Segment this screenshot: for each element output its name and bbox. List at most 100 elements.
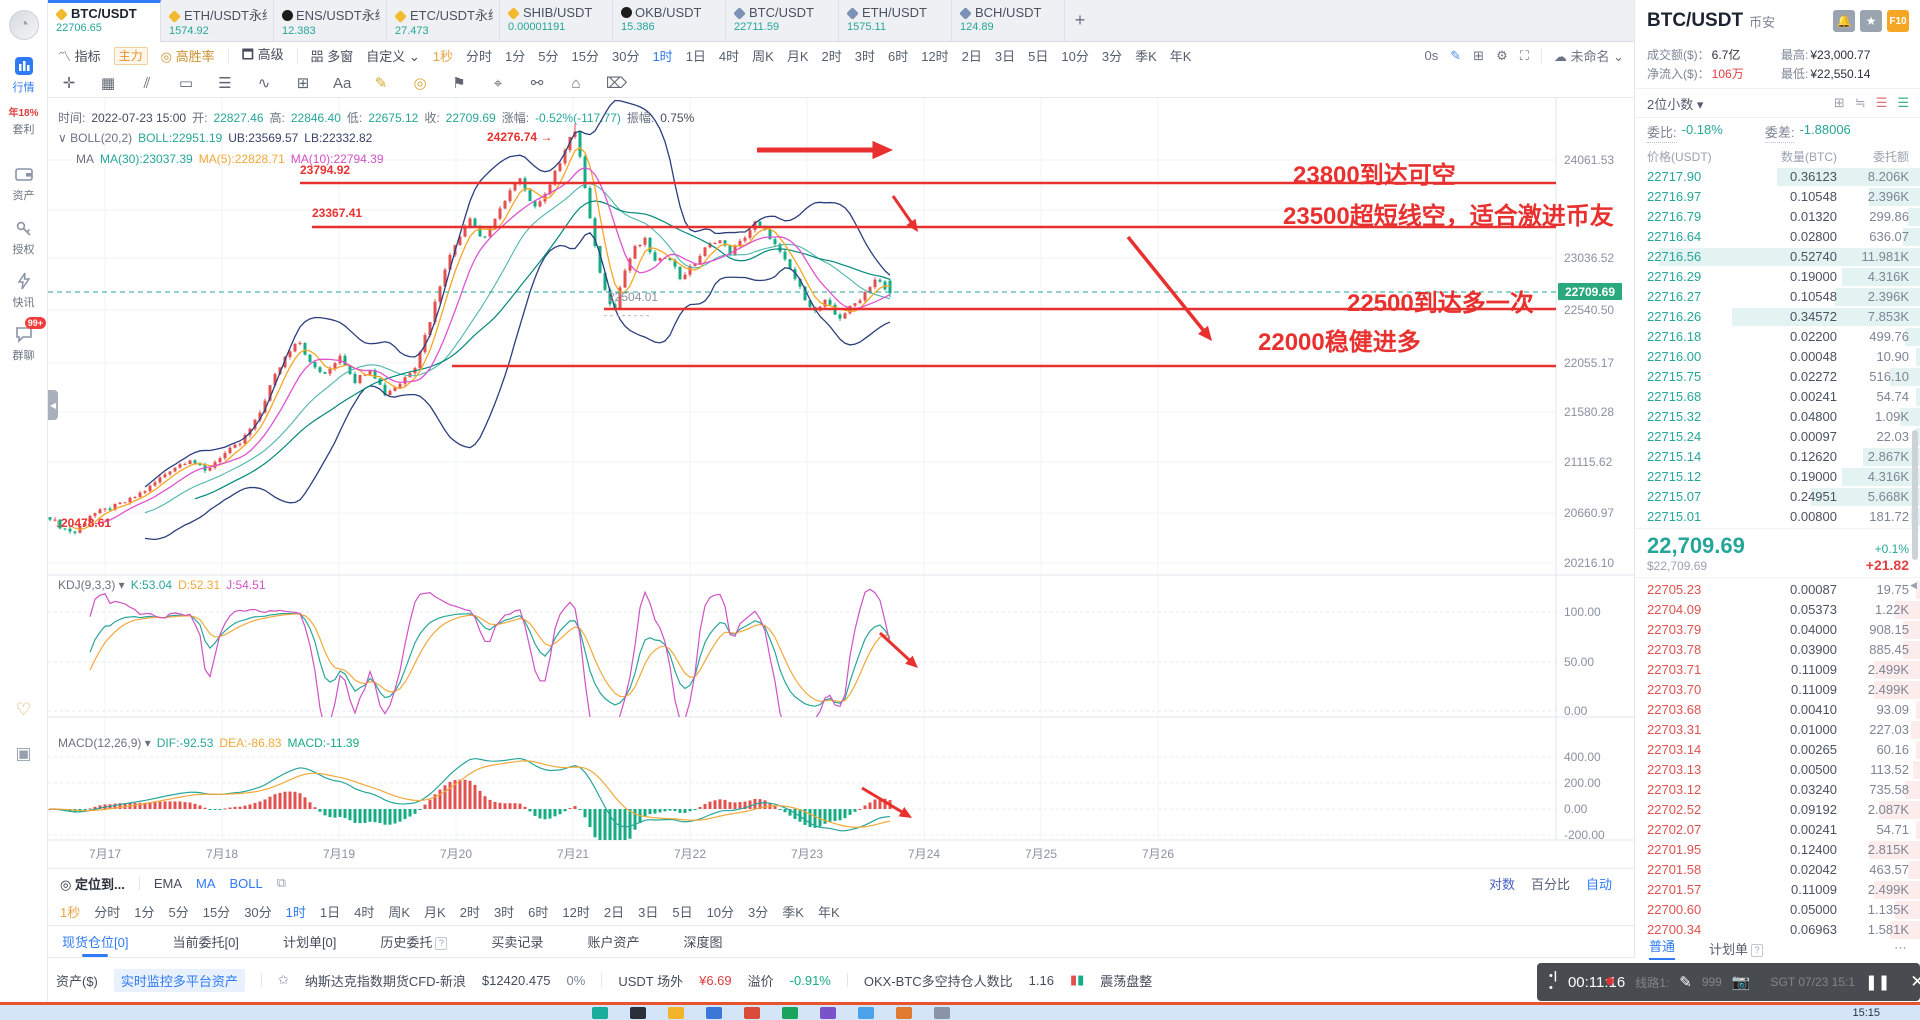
fullscreen-icon[interactable]: ⛶	[1519, 47, 1529, 63]
okx-ratio-name[interactable]: OKX-BTC多空持仓人数比	[863, 973, 1013, 989]
timeframe-分时[interactable]: 分时	[94, 904, 121, 920]
add-panel-icon[interactable]: ⊞	[1473, 47, 1485, 63]
taskbar-app-icon[interactable]	[706, 1007, 722, 1019]
draw-tool-icon[interactable]: ◎	[413, 75, 427, 92]
timeframe-1时[interactable]: 1时	[285, 904, 306, 920]
symbol-tab-ens-usdt-[interactable]: ENS/USDT永续 12.383	[274, 0, 387, 42]
symbol-tab-okb-usdt[interactable]: OKB/USDT 15.386	[613, 0, 726, 42]
timeframe-年K[interactable]: 年K	[1169, 49, 1192, 64]
timeframe-1日[interactable]: 1日	[685, 49, 706, 64]
draw-tool-icon[interactable]: ☰	[218, 75, 232, 92]
cloud-preset-dropdown[interactable]: ☁ 未命名 ⌄	[1553, 49, 1624, 64]
custom-dropdown[interactable]: 自定义 ⌄	[366, 49, 420, 64]
taskbar-app-icon[interactable]	[896, 1007, 912, 1019]
pause-icon[interactable]: ❚❚	[1865, 974, 1891, 991]
ask-row[interactable]: 22715.68 0.00241 54.74	[1635, 387, 1920, 407]
ask-row[interactable]: 22716.56 0.52740 11.981K	[1635, 247, 1920, 267]
bid-row[interactable]: 22703.14 0.00265 60.16	[1635, 740, 1920, 760]
draw-tool-icon[interactable]: Aa	[333, 74, 352, 92]
bottom-tab[interactable]: 账户资产	[587, 935, 640, 950]
bottom-tab[interactable]: 历史委托?	[380, 926, 448, 957]
bid-row[interactable]: 22701.58 0.02042 463.57	[1635, 860, 1920, 880]
taskbar-app-icon[interactable]	[782, 1007, 798, 1019]
bottom-tab[interactable]: 当前委托[0]	[172, 935, 239, 950]
edit-icon[interactable]: ✎	[1450, 47, 1462, 63]
ask-row[interactable]: 22715.24 0.00097 22.03	[1635, 427, 1920, 447]
alert-bell-icon[interactable]: 🔔	[1833, 10, 1855, 32]
locate-button[interactable]: ◎ 定位到...	[60, 876, 125, 892]
ask-row[interactable]: 22716.29 0.19000 4.316K	[1635, 267, 1920, 287]
timeframe-2时[interactable]: 2时	[821, 49, 842, 64]
bid-row[interactable]: 22705.23 0.00087 19.75	[1635, 580, 1920, 600]
bid-row[interactable]: 22702.52 0.09192 2.087K	[1635, 800, 1920, 820]
bid-row[interactable]: 22700.60 0.05000 1.135K	[1635, 900, 1920, 920]
depth-add-icon[interactable]: ⊞	[1833, 95, 1845, 110]
panel-tab-计划单[interactable]: 计划单?	[1709, 939, 1764, 958]
overlay-ma[interactable]: MA	[195, 875, 216, 891]
bid-row[interactable]: 22703.12 0.03240 735.58	[1635, 780, 1920, 800]
main-force-chip[interactable]: 主力	[113, 46, 148, 65]
symbol-tab-eth-usdt-[interactable]: ETH/USDT永续 1574.92	[161, 0, 274, 42]
bottom-tab[interactable]: 买卖记录	[491, 935, 544, 950]
advanced-button[interactable]: 🗖 高级	[241, 46, 284, 62]
draw-tool-icon[interactable]: ⚑	[452, 75, 466, 92]
ask-row[interactable]: 22716.27 0.10548 2.396K	[1635, 287, 1920, 307]
draw-tool-icon[interactable]: ⫽	[143, 74, 151, 92]
scale-option[interactable]: 对数	[1488, 876, 1515, 892]
scale-option[interactable]: 自动	[1585, 876, 1612, 892]
ask-row[interactable]: 22715.01 0.00800 181.72	[1635, 507, 1920, 527]
draw-tool-icon[interactable]: ✎	[374, 75, 388, 92]
app-logo-icon[interactable]: ◔	[9, 10, 39, 40]
bid-row[interactable]: 22703.31 0.01000 227.03	[1635, 720, 1920, 740]
timeframe-年K[interactable]: 年K	[817, 904, 840, 920]
timeframe-3时[interactable]: 3时	[493, 904, 515, 920]
timeframe-2时[interactable]: 2时	[459, 904, 480, 920]
ask-row[interactable]: 22716.00 0.00048 10.90	[1635, 347, 1920, 367]
timeframe-1秒[interactable]: 1秒	[432, 49, 454, 64]
symbol-tab-shib-usdt[interactable]: SHIB/USDT 0.00001191	[500, 0, 613, 42]
taskbar-app-icon[interactable]	[820, 1007, 836, 1019]
timeframe-5日[interactable]: 5日	[672, 904, 693, 920]
timeframe-1日[interactable]: 1日	[319, 904, 341, 920]
timeframe-5分[interactable]: 5分	[538, 49, 559, 64]
ask-row[interactable]: 22715.12 0.19000 4.316K	[1635, 467, 1920, 487]
timeframe-1时[interactable]: 1时	[652, 49, 673, 64]
scale-option[interactable]: 百分比	[1530, 876, 1570, 892]
timeframe-6时[interactable]: 6时	[528, 904, 549, 920]
nasdaq-name[interactable]: 纳斯达克指数期货CFD-新浪	[304, 973, 466, 989]
timeframe-4时[interactable]: 4时	[354, 904, 375, 920]
precision-dropdown[interactable]: 2位小数 ▾	[1647, 96, 1704, 112]
favorite-star-icon[interactable]: ★	[1860, 10, 1882, 32]
symbol-tab-bch-usdt[interactable]: BCH/USDT 124.89	[952, 0, 1065, 42]
scroll-left-handle[interactable]: ◀	[48, 390, 58, 420]
annotate-pencil-icon[interactable]: ✎	[1679, 974, 1692, 991]
timeframe-3日[interactable]: 3日	[638, 904, 659, 920]
timeframe-5分[interactable]: 5分	[168, 904, 189, 920]
draw-tool-icon[interactable]: ⌦	[606, 75, 628, 92]
timeframe-12时[interactable]: 12时	[921, 49, 949, 64]
draw-tool-icon[interactable]: ∿	[257, 75, 271, 92]
sidebar-item-groupchat[interactable]: 群聊 99+	[0, 317, 47, 363]
symbol-tab-btc-usdt[interactable]: BTC/USDT 22711.59	[726, 0, 839, 42]
timeframe-10分[interactable]: 10分	[1061, 49, 1089, 64]
timeframe-15分[interactable]: 15分	[202, 904, 231, 920]
bottom-tab[interactable]: 计划单[0]	[282, 935, 337, 950]
current-price-block[interactable]: 22,709.69 +0.1% $22,709.69 +21.82	[1635, 528, 1920, 578]
taskbar-app-icon[interactable]	[630, 1007, 646, 1019]
timeframe-月K[interactable]: 月K	[786, 49, 809, 64]
ask-row[interactable]: 22716.18 0.02200 499.76	[1635, 327, 1920, 347]
monitor-assets-chip[interactable]: 实时监控多平台资产	[113, 968, 245, 992]
usdt-otc-name[interactable]: USDT 场外	[618, 973, 684, 989]
draw-tool-icon[interactable]: ⚯	[530, 75, 544, 92]
draw-tool-icon[interactable]: ▦	[100, 75, 116, 92]
timeframe-季K[interactable]: 季K	[782, 904, 804, 920]
bid-row[interactable]: 22704.09 0.05373 1.22K	[1635, 600, 1920, 620]
timeframe-4时[interactable]: 4时	[718, 49, 740, 64]
symbol-tab-btc-usdt[interactable]: BTC/USDT 22706.65	[48, 0, 161, 42]
timeframe-季K[interactable]: 季K	[1135, 49, 1157, 64]
timeframe-2日[interactable]: 2日	[961, 49, 982, 64]
taskbar-app-icon[interactable]	[592, 1007, 608, 1019]
timeframe-周K[interactable]: 周K	[388, 904, 411, 920]
bid-row[interactable]: 22703.78 0.03900 885.45	[1635, 640, 1920, 660]
bid-row[interactable]: 22701.95 0.12400 2.815K	[1635, 840, 1920, 860]
